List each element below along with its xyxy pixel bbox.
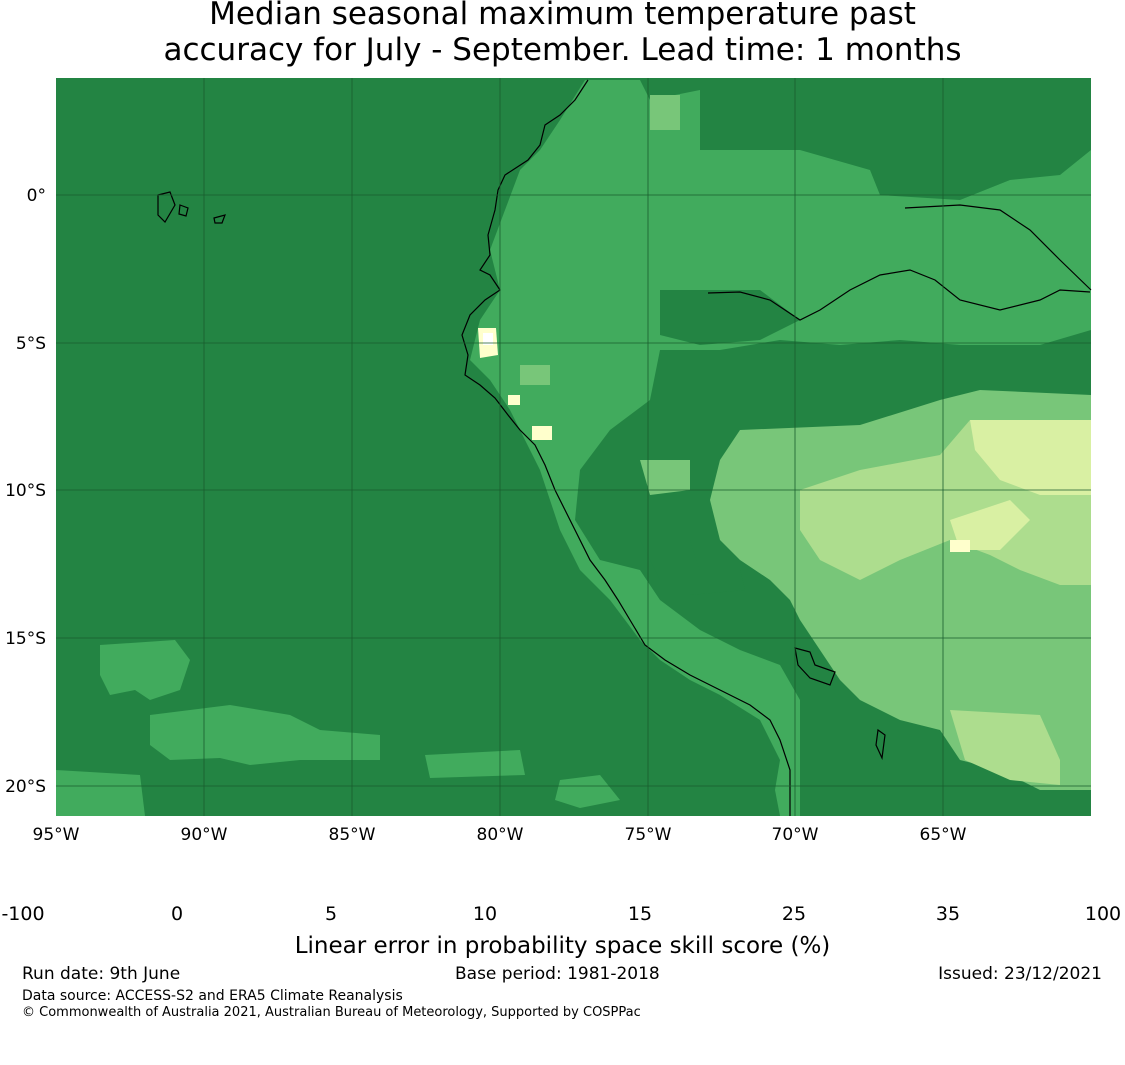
- amazon-river: [707, 269, 1091, 321]
- region-10-b: [950, 500, 1030, 550]
- lat-label-0: 0°: [27, 186, 46, 206]
- title-line-2: accuracy for July - September. Lead time…: [163, 32, 962, 68]
- northern-river: [904, 204, 1092, 291]
- region-5-coast-3: [532, 426, 552, 440]
- region-25-c: [650, 95, 680, 130]
- data-source: Data source: ACCESS-S2 and ERA5 Climate …: [22, 988, 403, 1004]
- colorbar-tick-15: 15: [627, 903, 653, 925]
- region-dark-pocket: [660, 290, 800, 345]
- lon-axis-labels: 95°W 90°W 85°W 80°W 75°W 70°W 65°W: [33, 825, 967, 845]
- region-10: [970, 420, 1091, 495]
- lat-label-15s: 15°S: [5, 629, 46, 649]
- region-5-coast-2: [508, 395, 520, 405]
- region-35: [470, 80, 1091, 816]
- lon-label-70w: 70°W: [772, 825, 819, 845]
- region-25-b: [640, 460, 690, 495]
- region-0-coast-1: [483, 333, 493, 345]
- title-line-1: Median seasonal maximum temperature past: [209, 0, 916, 32]
- lake-poopo: [875, 728, 886, 761]
- ocean-patch-5: [555, 775, 620, 808]
- colorbar-tick-neg100: -100: [1, 903, 45, 925]
- lake-titicaca: [794, 647, 836, 686]
- base-period: Base period: 1981-2018: [455, 964, 660, 984]
- lon-label-85w: 85°W: [329, 825, 376, 845]
- lon-label-95w: 95°W: [33, 825, 80, 845]
- skill-map: 95°W 90°W 85°W 80°W 75°W 70°W 65°W 0° 5°…: [5, 78, 1092, 845]
- run-date: Run date: 9th June: [22, 964, 181, 984]
- ocean-patch-2: [150, 705, 380, 765]
- colorbar-tick-35: 35: [935, 903, 961, 925]
- copyright: © Commonwealth of Australia 2021, Austra…: [22, 1005, 641, 1020]
- galapagos-1: [157, 191, 176, 223]
- colorbar-tick-10: 10: [472, 903, 498, 925]
- colorbar-tick-0: 0: [170, 903, 184, 925]
- colorbar-label: Linear error in probability space skill …: [294, 933, 831, 959]
- region-25-d: [520, 365, 550, 385]
- lat-label-5s: 5°S: [16, 334, 46, 354]
- gridlines: [56, 78, 1091, 816]
- region-15-b: [950, 710, 1060, 785]
- lon-label-75w: 75°W: [625, 825, 672, 845]
- ocean-patch-3: [56, 770, 145, 816]
- lon-label-65w: 65°W: [920, 825, 967, 845]
- ocean-patch-1: [100, 640, 190, 700]
- map-title: Median seasonal maximum temperature past…: [0, 0, 1125, 68]
- lon-label-90w: 90°W: [181, 825, 228, 845]
- colorbar-tick-100: 100: [1084, 903, 1122, 925]
- lon-label-80w: 80°W: [477, 825, 524, 845]
- region-5-inland: [950, 540, 970, 552]
- lat-axis-labels: 0° 5°S 10°S 15°S 20°S: [5, 186, 46, 797]
- colorbar-tick-5: 5: [324, 903, 338, 925]
- colorbar-tick-25: 25: [781, 903, 807, 925]
- lat-label-10s: 10°S: [5, 481, 46, 501]
- issued-date: Issued: 23/12/2021: [938, 964, 1102, 984]
- lat-label-20s: 20°S: [5, 777, 46, 797]
- region-dark-pocket-2: [640, 540, 745, 595]
- galapagos-3: [213, 214, 226, 224]
- galapagos-2: [178, 204, 189, 217]
